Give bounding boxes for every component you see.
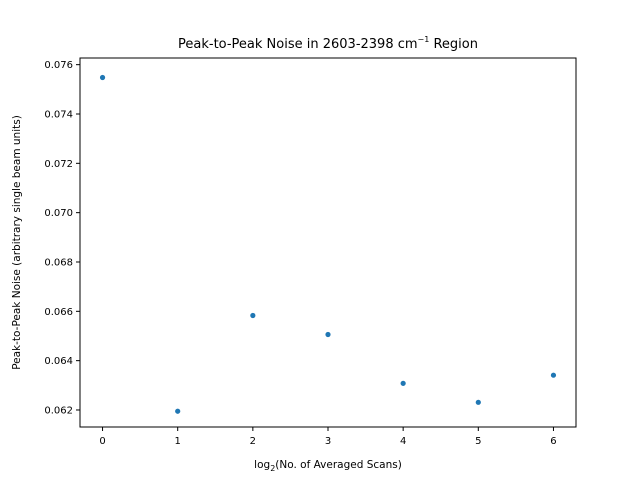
- x-tick-label: 4: [400, 436, 406, 447]
- y-tick-label: 0.062: [44, 405, 73, 416]
- data-point: [475, 399, 481, 405]
- data-point: [550, 372, 557, 378]
- chart-title: Peak-to-Peak Noise in 2603-2398 cm−1 Reg…: [178, 35, 478, 52]
- y-tick-label: 0.072: [44, 159, 73, 170]
- x-tick-label: 6: [550, 436, 556, 447]
- x-tick-label: 1: [175, 436, 181, 447]
- x-tick-label: 5: [475, 436, 481, 447]
- data-point: [325, 331, 331, 338]
- y-tick-label: 0.064: [44, 356, 73, 367]
- x-axis-label: log2(No. of Averaged Scans): [254, 459, 402, 473]
- data-points: [99, 74, 557, 414]
- data-point: [250, 312, 256, 319]
- data-point: [400, 380, 406, 386]
- y-tick-label: 0.076: [44, 60, 73, 71]
- x-tick-label: 3: [325, 436, 331, 447]
- y-tick-label: 0.068: [44, 257, 73, 268]
- y-tick-label: 0.070: [44, 208, 73, 219]
- x-tick-label: 2: [250, 436, 256, 447]
- y-axis-ticks: 0.062 0.064 0.066 0.068 0.070 0.072 0.074 0.076: [44, 60, 80, 416]
- data-point: [99, 74, 106, 81]
- plot-frame: [79, 57, 577, 428]
- y-tick-label: 0.074: [44, 109, 73, 120]
- x-axis-ticks: 0 1 2 3 4 5 6: [99, 427, 557, 447]
- x-tick-label: 0: [99, 436, 105, 447]
- data-point: [175, 408, 181, 414]
- y-axis-label: Peak-to-Peak Noise (arbitrary single bea…: [11, 115, 23, 370]
- y-tick-label: 0.066: [44, 307, 73, 318]
